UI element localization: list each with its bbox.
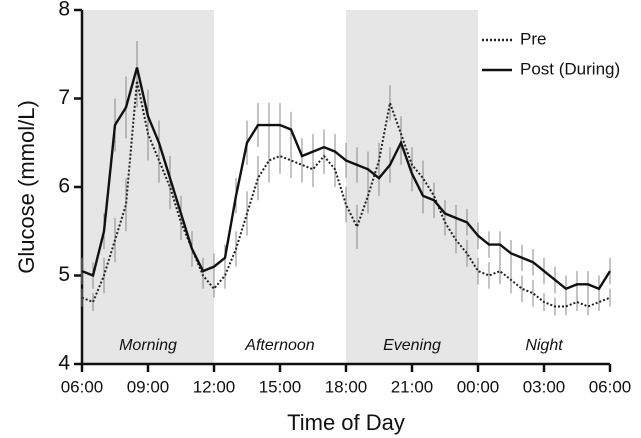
- series-line: [81, 67, 612, 291]
- x-tick-label: 06:00: [589, 377, 632, 396]
- x-axis-label: Time of Day: [287, 410, 405, 435]
- x-tick-label: 15:00: [259, 377, 302, 396]
- period-shade: [82, 10, 214, 364]
- x-tick-label: 06:00: [61, 377, 104, 396]
- x-tick-label: 18:00: [325, 377, 368, 396]
- y-tick-label: 5: [58, 263, 70, 286]
- x-tick-label: 21:00: [391, 377, 434, 396]
- period-label: Morning: [119, 337, 177, 354]
- y-tick-label: 7: [58, 86, 70, 109]
- legend-label: Post (During): [520, 59, 620, 78]
- period-label: Evening: [383, 337, 441, 354]
- y-tick-label: 6: [58, 175, 70, 198]
- y-tick-label: 4: [58, 352, 70, 375]
- x-tick-label: 09:00: [127, 377, 170, 396]
- x-tick-label: 00:00: [457, 377, 500, 396]
- x-tick-label: 03:00: [523, 377, 566, 396]
- y-axis-label: Glucose (mmol/L): [14, 100, 39, 274]
- period-label: Night: [525, 337, 563, 354]
- x-tick-label: 12:00: [193, 377, 236, 396]
- period-label: Afternoon: [244, 337, 314, 354]
- y-tick-label: 8: [58, 0, 70, 21]
- legend-label: Pre: [520, 29, 546, 48]
